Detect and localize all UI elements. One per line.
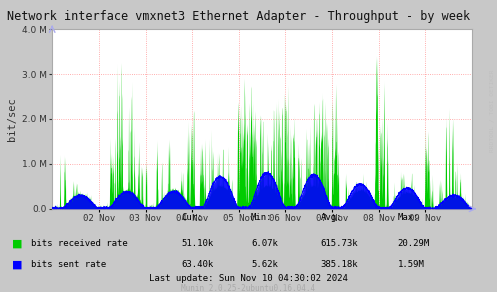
Text: Last update: Sun Nov 10 04:30:02 2024: Last update: Sun Nov 10 04:30:02 2024 bbox=[149, 274, 348, 283]
Text: 1.59M: 1.59M bbox=[398, 260, 424, 269]
Text: bits received rate: bits received rate bbox=[31, 239, 128, 248]
Text: 63.40k: 63.40k bbox=[181, 260, 214, 269]
Text: Max:: Max: bbox=[398, 213, 419, 223]
Text: 5.62k: 5.62k bbox=[251, 260, 278, 269]
Text: bits sent rate: bits sent rate bbox=[31, 260, 106, 269]
Text: Network interface vmxnet3 Ethernet Adapter - Throughput - by week: Network interface vmxnet3 Ethernet Adapt… bbox=[7, 10, 470, 23]
Text: RRDTOOL / TOBI OETIKER: RRDTOOL / TOBI OETIKER bbox=[490, 70, 495, 152]
Text: 615.73k: 615.73k bbox=[321, 239, 358, 248]
Y-axis label: bit/sec: bit/sec bbox=[7, 97, 17, 141]
Text: Cur:: Cur: bbox=[181, 213, 203, 223]
Text: 20.29M: 20.29M bbox=[398, 239, 430, 248]
Text: Min:: Min: bbox=[251, 213, 272, 223]
Text: 51.10k: 51.10k bbox=[181, 239, 214, 248]
Text: ■: ■ bbox=[12, 259, 23, 269]
Text: Avg:: Avg: bbox=[321, 213, 342, 223]
Text: ■: ■ bbox=[12, 239, 23, 249]
Text: Munin 2.0.25-2ubuntu0.16.04.4: Munin 2.0.25-2ubuntu0.16.04.4 bbox=[181, 284, 316, 292]
Text: 385.18k: 385.18k bbox=[321, 260, 358, 269]
Text: 6.07k: 6.07k bbox=[251, 239, 278, 248]
